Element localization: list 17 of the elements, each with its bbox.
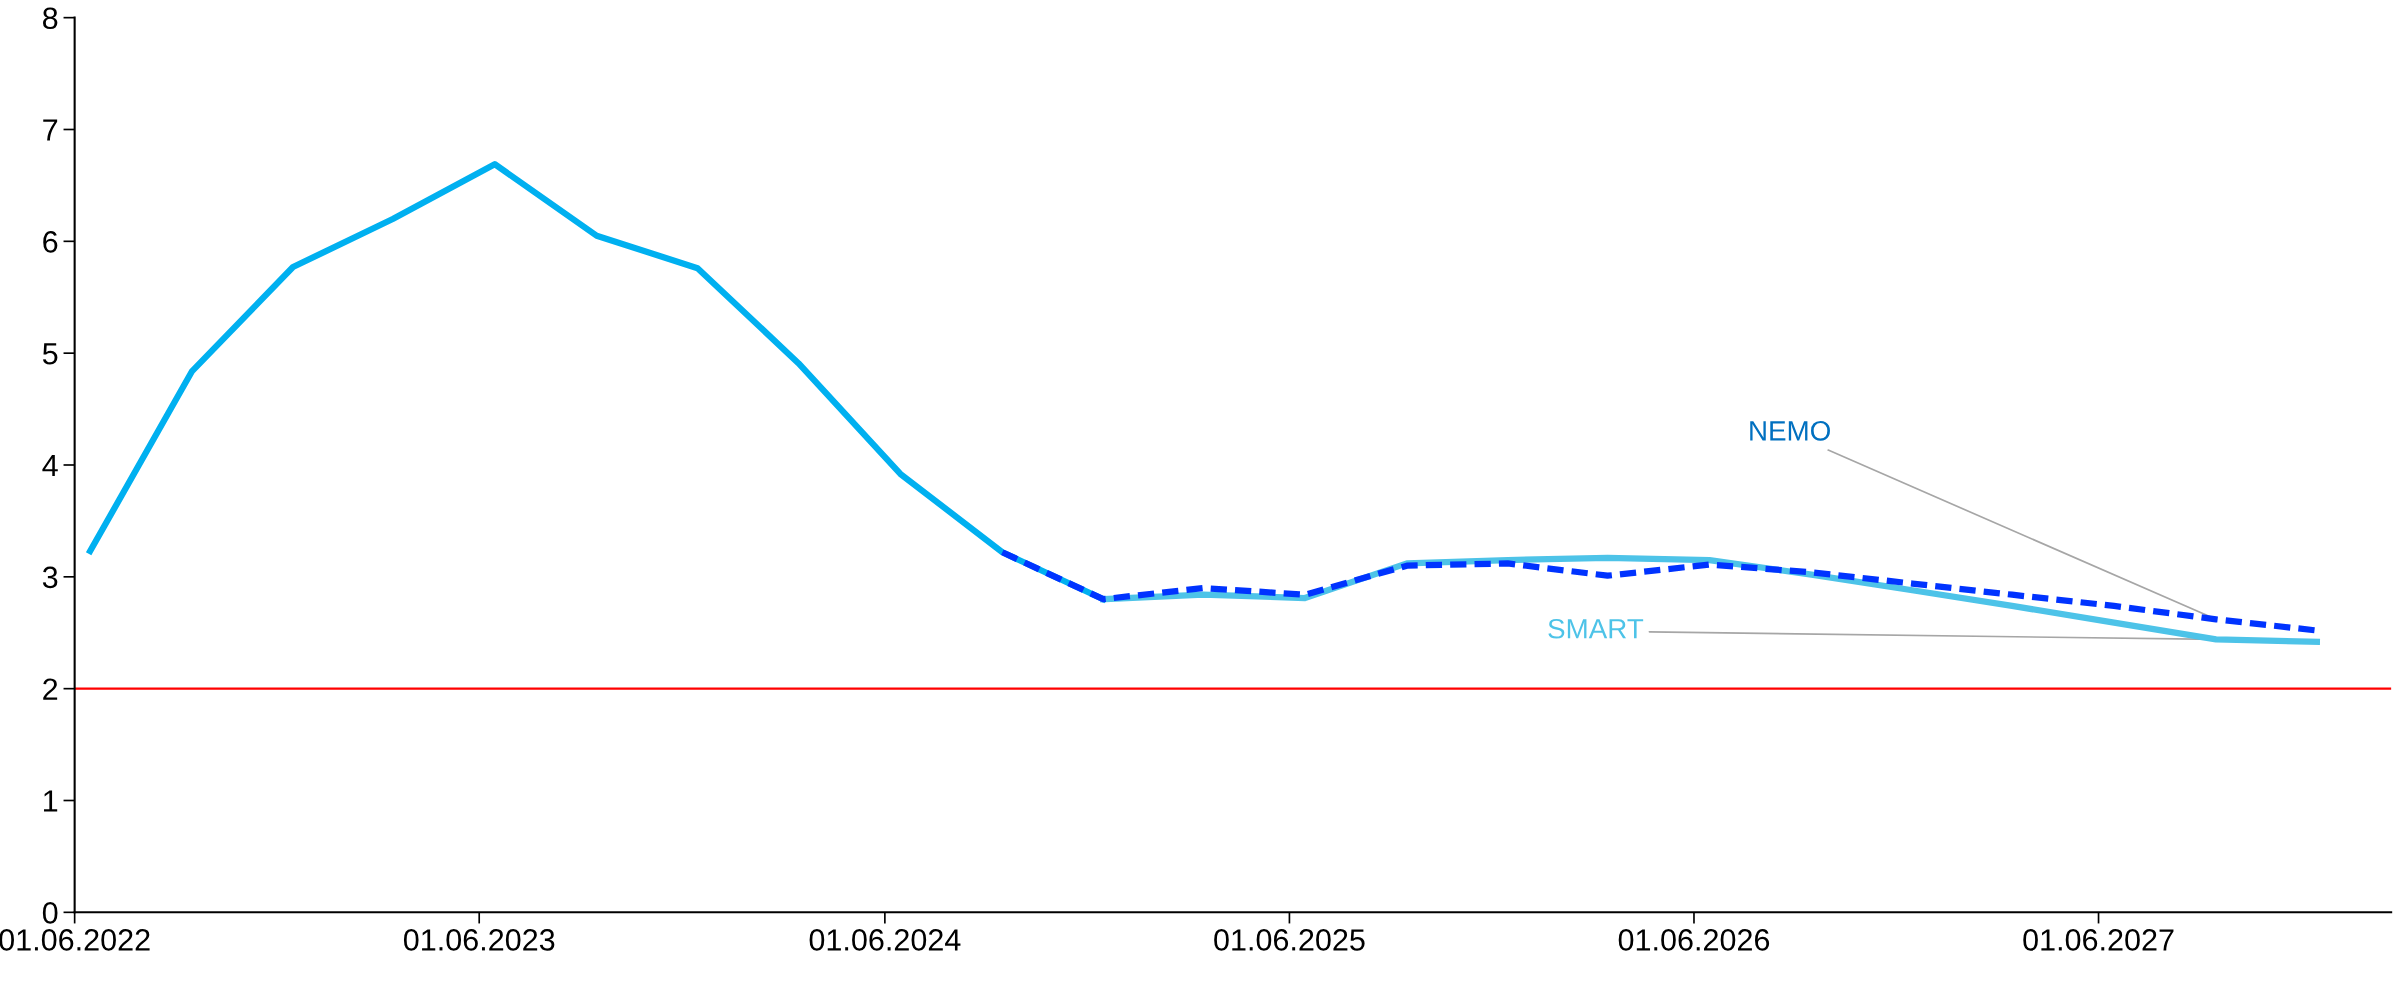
text: NEMO <box>1750 421 1830 441</box>
y-tick-label: 4 <box>42 455 58 477</box>
y-tick-label: 0 <box>42 902 58 924</box>
y-tick-label: 8 <box>43 7 58 30</box>
y-tick-label: 2 <box>43 678 58 700</box>
x-tick-label: 01.06.2026 <box>1618 929 1770 951</box>
x-tick-label: 01.06.2022 <box>0 929 150 951</box>
text: SMART <box>1548 618 1644 639</box>
y-tick-label: 1 <box>44 790 58 812</box>
y-tick-label: 7 <box>43 119 58 141</box>
y-tick-label: 6 <box>43 231 58 253</box>
x-tick-label: 01.06.2023 <box>403 929 555 951</box>
x-tick-label: 01.06.2024 <box>809 929 961 951</box>
y-tick-label: 3 <box>42 566 58 589</box>
x-tick-label: 01.06.2027 <box>2023 929 2174 951</box>
y-tick-label: 5 <box>42 343 58 365</box>
x-tick-label: 01.06.2025 <box>1214 929 1365 951</box>
